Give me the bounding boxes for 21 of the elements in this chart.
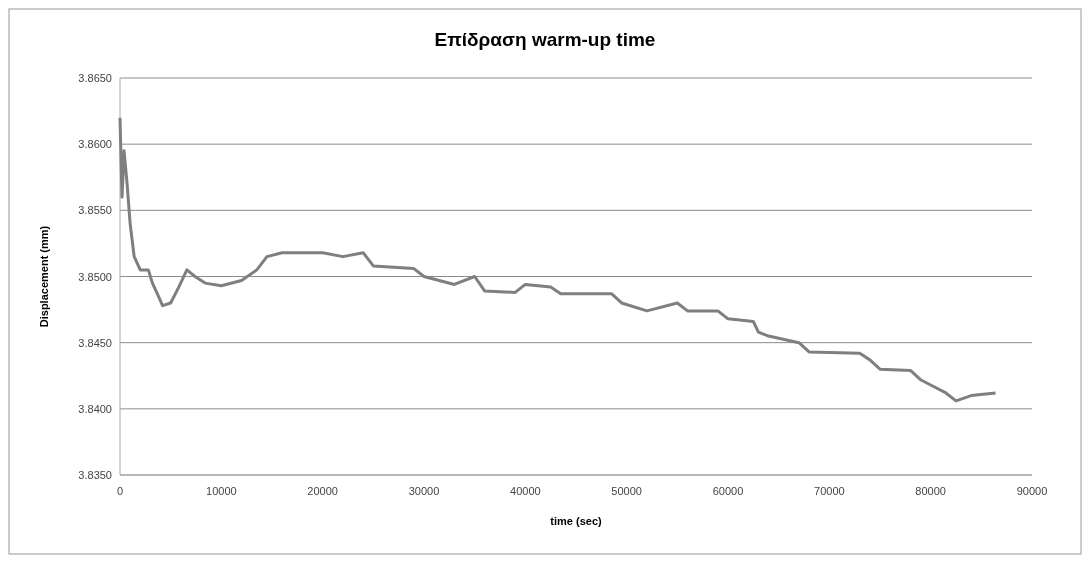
x-tick-label: 90000 bbox=[1016, 485, 1048, 497]
y-tick-label: 3.8450 bbox=[78, 336, 112, 349]
chart-title: Επίδραση warm-up time bbox=[434, 29, 656, 50]
x-tick-label: 70000 bbox=[814, 485, 845, 497]
x-tick-label: 20000 bbox=[307, 485, 338, 497]
y-tick-label: 3.8350 bbox=[78, 469, 112, 481]
line-series bbox=[118, 116, 998, 403]
x-tick-label: 50000 bbox=[611, 485, 642, 497]
x-tick-label: 40000 bbox=[510, 485, 541, 497]
x-tick-label: 0 bbox=[116, 485, 124, 497]
y-tick-label: 3.8400 bbox=[78, 402, 112, 415]
x-tick-label: 30000 bbox=[408, 485, 440, 497]
y-tick-label: 3.8500 bbox=[78, 270, 112, 283]
x-axis-title: time (sec) bbox=[550, 515, 603, 527]
x-tick-label: 10000 bbox=[206, 485, 237, 497]
y-tick-label: 3.8600 bbox=[78, 138, 112, 151]
x-tick-label: 80000 bbox=[915, 485, 946, 497]
x-tick-label: 60000 bbox=[712, 485, 744, 497]
y-axis-title: Displacement (mm) bbox=[38, 225, 50, 328]
y-tick-label: 3.8550 bbox=[78, 204, 112, 217]
y-tick-label: 3.8650 bbox=[78, 72, 112, 84]
